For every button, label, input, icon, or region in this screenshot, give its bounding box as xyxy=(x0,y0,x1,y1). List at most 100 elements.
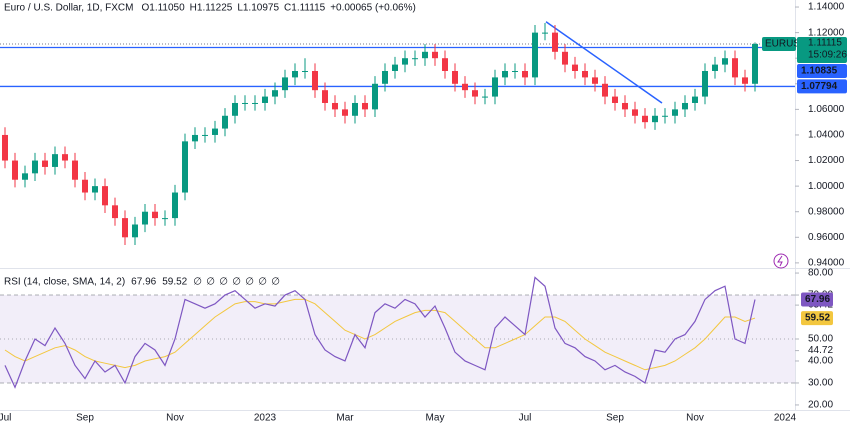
candle-body xyxy=(302,70,308,72)
x-tick-label: 2023 xyxy=(254,413,277,424)
candle-body xyxy=(662,115,668,117)
candle-body xyxy=(472,90,478,97)
candle-body xyxy=(182,141,188,193)
y-tick-label: 0.94000 xyxy=(808,258,845,269)
y-tick-label: 50.00 xyxy=(808,334,833,345)
ohlc-label: L xyxy=(237,3,243,14)
candle-body xyxy=(282,77,288,91)
candle-body xyxy=(222,115,228,129)
candle-body xyxy=(112,205,118,219)
na-marker: ∅ xyxy=(232,277,241,288)
y-tick-label: 0.98000 xyxy=(808,206,845,217)
candle-body xyxy=(172,192,178,219)
candle-body xyxy=(392,64,398,71)
x-tick-label: Jul xyxy=(519,413,532,424)
y-tick-label: 1.14000 xyxy=(808,2,845,13)
hline-badge: 1.10835 xyxy=(801,66,838,77)
candle-body xyxy=(692,96,698,103)
na-marker: ∅ xyxy=(245,277,254,288)
candle-body xyxy=(342,109,348,116)
candle-body xyxy=(32,160,38,174)
candle-body xyxy=(42,160,48,167)
candle-body xyxy=(552,32,558,52)
ohlc-value: +0.00065 (+0.06%) xyxy=(330,3,416,14)
y-tick-label: 1.12000 xyxy=(808,27,845,38)
candle-body xyxy=(132,224,138,238)
candle-body xyxy=(62,154,68,161)
candle-body xyxy=(522,70,528,78)
candle-body xyxy=(362,102,368,110)
candle-body xyxy=(752,43,758,84)
candle-body xyxy=(252,102,258,104)
candle-body xyxy=(272,90,278,97)
alert-icon[interactable] xyxy=(773,253,789,269)
candle-body xyxy=(22,173,28,180)
na-marker: ∅ xyxy=(258,277,267,288)
candle-body xyxy=(732,58,738,78)
candle-body xyxy=(352,102,358,116)
candle-body xyxy=(402,58,408,65)
candle-body xyxy=(642,115,648,123)
sma-badge-bg xyxy=(801,311,833,326)
symbol-badge: EURUSD xyxy=(765,39,807,50)
x-tick-label: Nov xyxy=(686,413,704,424)
candle-body xyxy=(382,70,388,84)
candle-body xyxy=(52,154,58,167)
candle-body xyxy=(722,58,728,65)
rsi-badge: 67.96 xyxy=(805,294,830,305)
x-tick-label: May xyxy=(426,413,445,424)
y-tick-label: 80.00 xyxy=(808,268,833,279)
y-tick-label: 1.04000 xyxy=(808,130,845,141)
candle-body xyxy=(482,96,488,98)
ohlc-label: H xyxy=(190,3,197,14)
candle-body xyxy=(672,109,678,116)
na-marker: ∅ xyxy=(271,277,280,288)
candle-body xyxy=(702,70,708,97)
candle-body xyxy=(212,128,218,135)
y-tick-label: 1.00000 xyxy=(808,181,845,192)
ohlc-label: O xyxy=(141,3,149,14)
x-tick-label: Nov xyxy=(166,413,184,424)
na-marker: ∅ xyxy=(206,277,215,288)
x-tick-label: Sep xyxy=(76,413,94,424)
candle-body xyxy=(322,90,328,103)
candle-body xyxy=(712,64,718,71)
candle-body xyxy=(2,134,8,161)
hline-badge-bg xyxy=(797,79,847,94)
sma-badge: 59.52 xyxy=(805,313,830,324)
candle-body xyxy=(532,32,538,78)
y-tick-label: 30.00 xyxy=(808,378,833,389)
candle-body xyxy=(232,102,238,116)
y-tick-label: 44.72 xyxy=(808,345,833,356)
candle-body xyxy=(682,102,688,110)
candle-body xyxy=(82,179,88,193)
candle-body xyxy=(512,70,518,72)
ohlc-value: 1.11050 xyxy=(149,3,185,14)
candle-body xyxy=(152,211,158,219)
candle-body xyxy=(462,83,468,91)
ohlc-value: 1.11225 xyxy=(197,3,233,14)
ohlc-value: 1.11115 xyxy=(291,3,325,14)
y-tick-label: 0.96000 xyxy=(808,232,845,243)
candle-body xyxy=(242,102,248,104)
candle-body xyxy=(442,58,448,71)
x-tick-label: Mar xyxy=(336,413,354,424)
rsi-badge-bg xyxy=(801,292,833,307)
alert-bolt xyxy=(777,255,783,267)
y-tick-label: 40.00 xyxy=(808,356,833,367)
candle-body xyxy=(92,186,98,193)
candle-body xyxy=(602,83,608,97)
ohlc-label: C xyxy=(284,3,291,14)
x-tick-label: Sep xyxy=(606,413,624,424)
candle-body xyxy=(162,218,168,220)
x-tick-label: 2024 xyxy=(774,413,797,424)
candle-body xyxy=(742,77,748,84)
candle-body xyxy=(12,160,18,180)
na-marker: ∅ xyxy=(219,277,228,288)
indicator-title: RSI (14, close, SMA, 14, 2) xyxy=(4,277,125,288)
candle-body xyxy=(202,134,208,136)
candle-body xyxy=(572,64,578,71)
candle-body xyxy=(122,218,128,238)
na-marker: ∅ xyxy=(193,277,202,288)
